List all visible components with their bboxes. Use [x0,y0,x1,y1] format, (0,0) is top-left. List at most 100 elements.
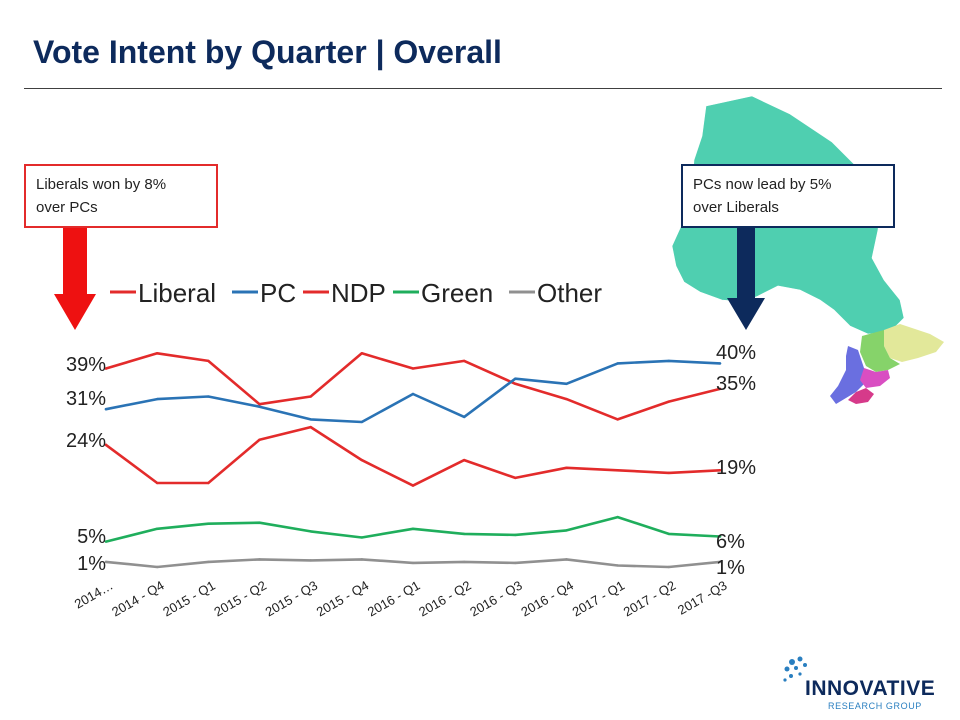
x-tick-label: 2017 - Q2 [621,578,679,620]
series-liberal [104,351,722,421]
point-ndp [514,476,517,480]
end-label-liberal: 35% [716,373,756,395]
point-green [718,535,722,538]
point-green [616,515,619,519]
point-liberal [514,382,517,385]
point-ndp [258,438,261,441]
point-other [616,564,619,567]
start-label-ndp: 24% [66,430,106,452]
point-ndp [462,458,466,462]
line-pc [104,359,722,424]
x-tick-label: 2015 - Q4 [314,578,372,620]
x-tick-label: 2017 -Q3 [675,578,729,618]
point-other [104,560,108,564]
x-tick-label: 2016 - Q1 [365,578,423,620]
chart-legend: Liberal PC NDP Green Other [110,278,602,308]
line-ndp [104,425,722,487]
point-liberal [616,418,619,421]
point-other [309,559,312,562]
callout-left-line1: Liberals won by 8% [36,176,167,193]
point-other [667,565,671,569]
x-tick-label: 2017 - Q1 [570,578,628,620]
point-other [258,558,261,561]
point-ndp [616,469,619,472]
point-other [514,561,517,565]
point-green [514,533,517,537]
legend-label-green: Green [421,278,493,308]
point-ndp [360,458,364,462]
x-tick-label: 2016 - Q3 [467,578,525,620]
x-tick-label: 2014 - Q4 [109,578,167,620]
point-pc [667,359,671,363]
callout-right-line2: over Liberals [693,199,779,216]
x-tick-label: 2016 - Q2 [416,578,474,620]
point-green [411,527,415,531]
central-ontario-region [860,330,900,372]
callout-left-line2: over PCs [36,199,98,216]
pc-lead-callout: PCs now lead by 5% over Liberals [681,164,895,228]
point-ndp [565,466,568,469]
point-green [462,532,466,536]
start-label-pc: 31% [66,388,106,410]
point-pc [258,405,261,408]
company-logo: INNOVATIVE RESEARCH GROUP [778,652,938,716]
point-liberal [207,359,210,363]
down-arrow-red-icon [54,228,96,330]
end-label-pc: 40% [716,342,756,364]
point-green [565,529,568,532]
point-pc [514,377,517,380]
point-other [155,565,159,569]
point-pc [565,382,568,385]
start-label-green: 5% [77,526,106,548]
series-pc [104,359,722,424]
series-green [104,515,722,543]
point-ndp [718,469,722,472]
point-pc [718,362,722,365]
point-other [207,560,210,564]
page-title: Vote Intent by Quarter | Overall [33,34,502,70]
logo-dots-icon [783,656,807,682]
point-pc [155,397,159,401]
point-other [462,560,466,564]
point-liberal [309,395,312,398]
point-pc [309,418,312,421]
point-pc [207,395,210,398]
point-pc [104,408,108,411]
start-label-liberal: 39% [66,354,106,376]
point-liberal [155,352,159,355]
point-liberal [565,397,568,401]
start-label-other: 1% [77,553,106,575]
point-pc [462,415,466,419]
x-tick-label: 2015 - Q3 [263,578,321,620]
point-green [104,540,108,543]
end-label-ndp: 19% [716,457,756,479]
legend-label-ndp: NDP [331,278,386,308]
point-liberal [718,387,722,391]
series-ndp [104,425,722,487]
point-ndp [309,425,312,429]
logo-subtitle: RESEARCH GROUP [828,701,922,711]
end-label-green: 6% [716,531,745,553]
point-liberal [411,367,415,370]
down-arrow-navy-icon [727,228,765,330]
end-label-other: 1% [716,557,745,579]
x-tick-label: 2015 - Q2 [211,578,269,620]
x-tick-label: 2016 - Q4 [518,578,576,620]
point-other [565,558,568,561]
x-tick-label: 2015 - Q1 [160,578,218,620]
point-pc [616,362,619,365]
point-ndp [411,484,415,487]
point-green [667,532,671,536]
point-ndp [104,443,108,447]
point-green [207,522,210,525]
point-ndp [207,481,210,485]
point-green [155,527,159,531]
legend-label-liberal: Liberal [138,278,216,308]
eastern-ontario-region [884,324,944,362]
point-pc [411,392,415,396]
golden-horseshoe-region [848,388,874,404]
gta-region [860,368,890,388]
point-liberal [104,367,108,370]
point-green [258,521,261,524]
